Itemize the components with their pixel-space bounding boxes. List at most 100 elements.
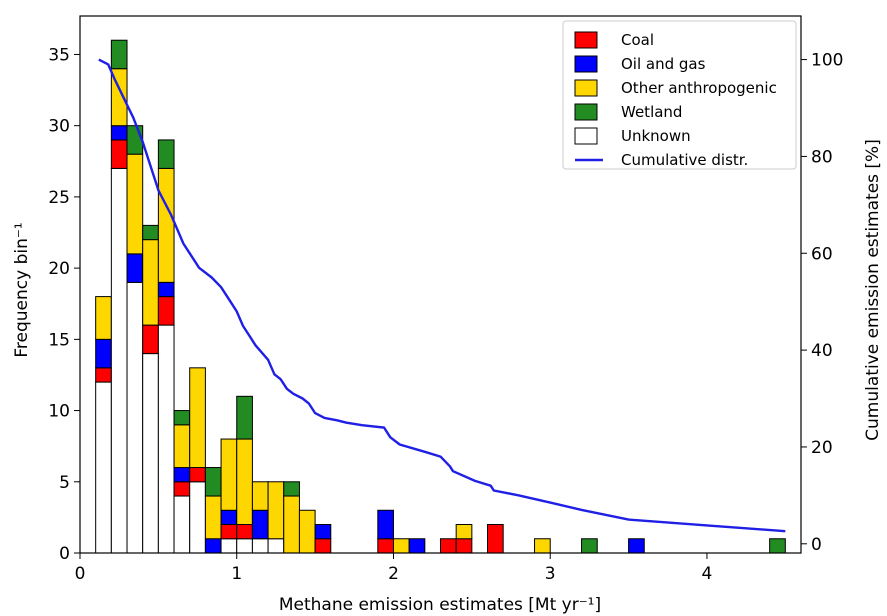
bar-other-anthropogenic-0 <box>95 296 112 340</box>
bar-other-anthropogenic-19 <box>455 524 473 540</box>
bar-coal-3 <box>142 324 159 355</box>
bar-coal-0 <box>95 367 112 383</box>
bar-wetland-24 <box>769 538 786 554</box>
bar-other-anthropogenic-2 <box>126 153 144 255</box>
y-axis-label-right: Cumulative emission estimates [%] <box>863 139 883 441</box>
legend-swatch <box>574 79 598 97</box>
legend-label: Cumulative distr. <box>621 151 748 169</box>
x-tick-label: 0 <box>75 564 86 584</box>
bar-unknown-4 <box>157 324 175 554</box>
bar-other-anthropogenic-11 <box>267 481 285 540</box>
bar-coal-9 <box>236 524 253 540</box>
bar-oil-and-gas-1 <box>110 125 128 141</box>
x-tick-label: 1 <box>231 564 242 584</box>
x-tick-label: 3 <box>545 564 556 584</box>
bar-coal-8 <box>220 524 238 540</box>
bar-coal-6 <box>189 467 206 483</box>
legend-label: Wetland <box>621 103 682 121</box>
bar-oil-and-gas-5 <box>173 467 191 483</box>
y-right-tick-label: 60 <box>811 244 833 264</box>
bar-other-anthropogenic-8 <box>220 438 238 511</box>
bar-coal-19 <box>455 538 473 554</box>
bar-oil-and-gas-10 <box>251 509 269 540</box>
bar-unknown-3 <box>142 353 159 554</box>
bar-wetland-9 <box>236 395 253 440</box>
bar-oil-and-gas-15 <box>377 509 394 540</box>
bar-oil-and-gas-17 <box>408 538 426 554</box>
bar-oil-and-gas-0 <box>95 338 112 369</box>
legend-swatch <box>574 31 598 49</box>
bar-oil-and-gas-8 <box>220 509 238 526</box>
cumulative-distribution-line <box>98 58 786 533</box>
bar-unknown-1 <box>110 167 128 554</box>
bar-other-anthropogenic-5 <box>173 424 191 469</box>
x-axis-label: Methane emission estimates [Mt yr⁻¹] <box>279 595 601 615</box>
bar-unknown-11 <box>267 538 285 554</box>
bar-coal-14 <box>314 538 332 554</box>
plot-frame <box>79 15 802 554</box>
bar-unknown-2 <box>126 281 144 554</box>
y-tick-label: 30 <box>48 117 70 137</box>
legend-label: Coal <box>621 31 654 49</box>
bar-unknown-8 <box>220 538 238 554</box>
legend-swatch <box>574 127 598 145</box>
legend-swatch <box>574 103 598 121</box>
bar-other-anthropogenic-3 <box>142 239 159 326</box>
bar-unknown-9 <box>236 538 253 554</box>
y-tick-label: 20 <box>48 259 70 279</box>
legend: Coal Oil and gas Other anthropogenic Wetlan… <box>562 20 797 170</box>
y-tick-label: 0 <box>59 544 70 564</box>
bar-wetland-2 <box>126 125 144 155</box>
bar-coal-20 <box>487 524 504 554</box>
bar-other-anthropogenic-9 <box>236 438 253 526</box>
histogram-bars <box>95 39 786 554</box>
bar-unknown-10 <box>251 538 269 554</box>
y-tick-label: 25 <box>48 188 70 208</box>
bar-other-anthropogenic-4 <box>157 167 175 283</box>
y-axis-label: Frequency bin⁻¹ <box>12 222 32 357</box>
bar-unknown-0 <box>95 381 112 554</box>
legend-label: Other anthropogenic <box>621 79 777 97</box>
bar-unknown-5 <box>173 495 191 554</box>
bar-coal-1 <box>110 139 128 169</box>
bar-unknown-6 <box>189 481 206 554</box>
cumulative-line-layer <box>98 58 786 533</box>
legend-swatch <box>574 55 598 73</box>
bar-coal-5 <box>173 481 191 497</box>
bar-wetland-4 <box>157 139 175 169</box>
x-tick-label: 2 <box>388 564 399 584</box>
y-right-tick-label: 80 <box>811 147 833 167</box>
y-right-tick-label: 40 <box>811 341 833 361</box>
bar-coal-15 <box>377 538 394 554</box>
y-right-tick-label: 0 <box>811 535 822 555</box>
bar-other-anthropogenic-13 <box>298 509 316 554</box>
legend-label: Oil and gas <box>621 55 706 73</box>
bar-other-anthropogenic-7 <box>204 495 222 540</box>
bar-wetland-22 <box>581 538 598 554</box>
y-tick-label: 15 <box>48 330 70 350</box>
bar-oil-and-gas-14 <box>314 524 332 540</box>
bar-coal-4 <box>157 296 175 326</box>
bar-other-anthropogenic-6 <box>189 367 206 469</box>
bar-oil-and-gas-2 <box>126 253 144 283</box>
bar-wetland-5 <box>173 410 191 426</box>
bar-wetland-1 <box>110 39 128 70</box>
y-tick-label: 10 <box>48 402 70 422</box>
bar-coal-18 <box>440 538 457 554</box>
bar-oil-and-gas-7 <box>204 538 222 554</box>
bar-other-anthropogenic-12 <box>283 495 300 554</box>
bar-oil-and-gas-23 <box>628 538 645 554</box>
legend-label: Unknown <box>621 127 691 145</box>
bar-wetland-7 <box>204 467 222 497</box>
y-tick-label: 35 <box>48 45 70 65</box>
bar-other-anthropogenic-10 <box>251 481 269 511</box>
y-right-tick-label: 100 <box>811 51 843 71</box>
axes <box>79 15 802 554</box>
bar-oil-and-gas-4 <box>157 281 175 298</box>
bar-wetland-3 <box>142 224 159 241</box>
bar-other-anthropogenic-21 <box>534 538 551 554</box>
y-tick-label: 5 <box>59 473 70 493</box>
legend-box <box>562 20 797 170</box>
